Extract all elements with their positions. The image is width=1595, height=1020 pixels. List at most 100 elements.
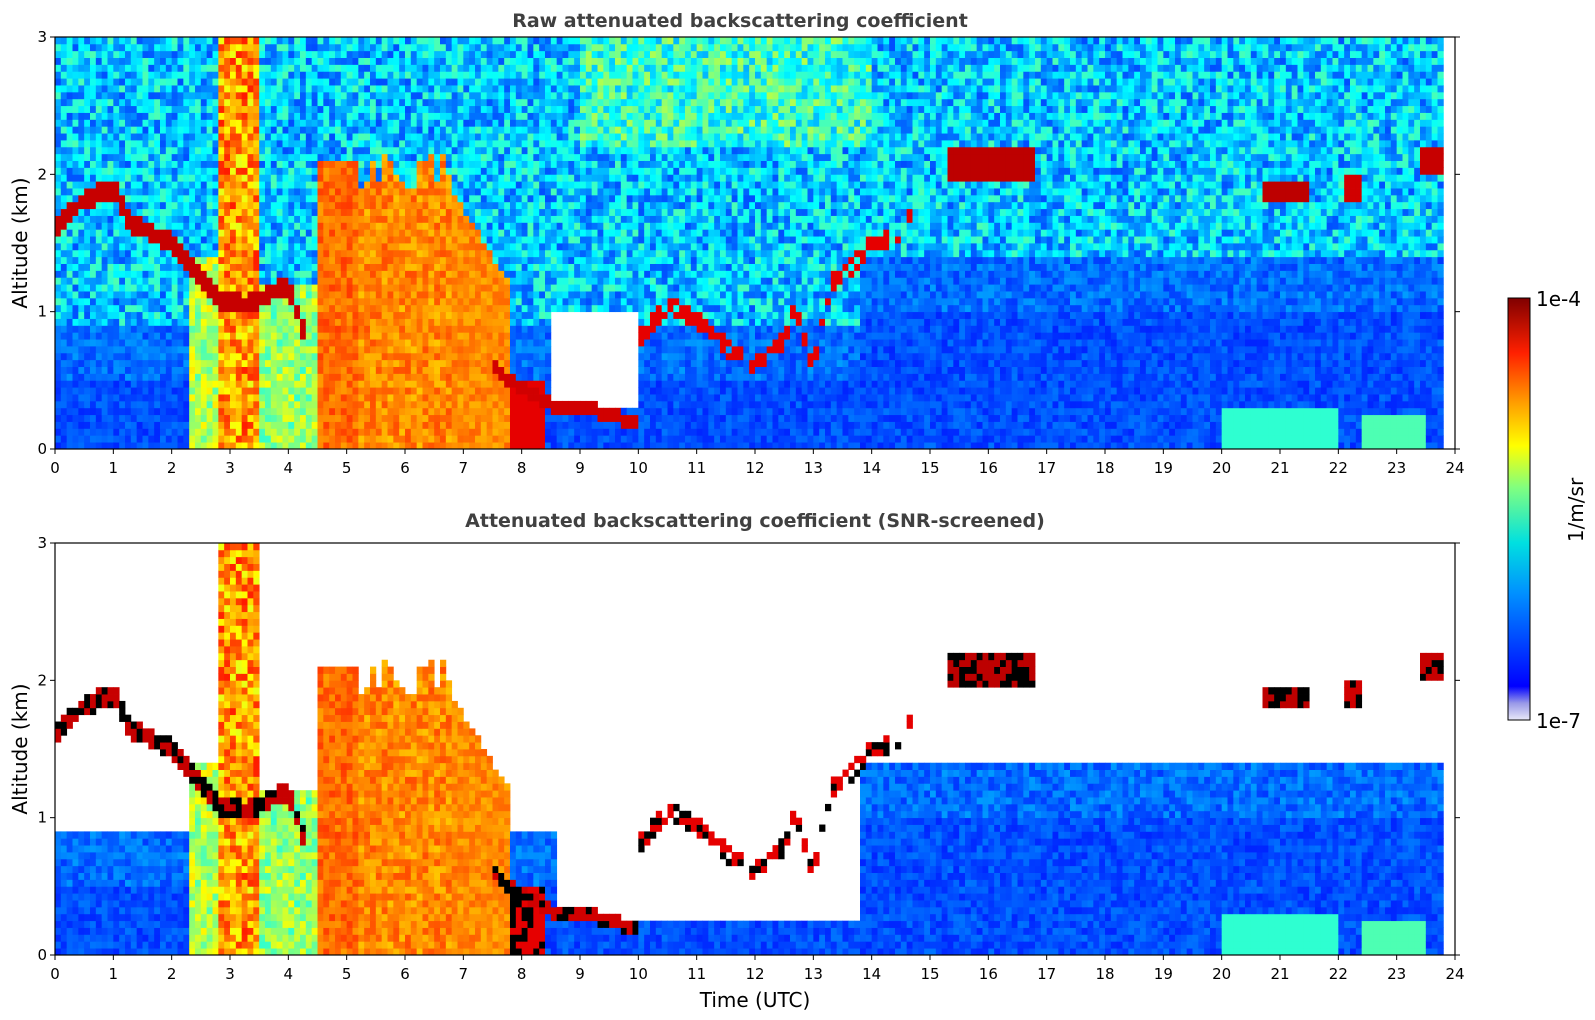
heatmap-cell [55, 215, 62, 223]
heatmap-cell [393, 332, 400, 340]
heatmap-cell [253, 421, 260, 429]
heatmap-cell [130, 174, 138, 182]
heatmap-cell [434, 387, 441, 395]
heatmap-cell [160, 194, 167, 203]
heatmap-cell [90, 359, 97, 367]
heatmap-cell [387, 105, 394, 113]
heatmap-cell [387, 160, 394, 168]
heatmap-cell [212, 428, 219, 436]
heatmap-cell [521, 359, 528, 367]
heatmap-cell [340, 270, 348, 278]
heatmap-cell [259, 174, 266, 182]
heatmap-cell [340, 400, 348, 409]
heatmap-cell [165, 98, 173, 107]
heatmap-cell [200, 394, 208, 402]
heatmap-cell [113, 85, 120, 93]
heatmap-cell [428, 105, 435, 113]
heatmap-cell [294, 78, 301, 86]
heatmap-cell [113, 37, 120, 45]
heatmap-cell [480, 133, 488, 141]
heatmap-cell [364, 284, 371, 292]
heatmap-cell [84, 37, 91, 45]
heatmap-cell [317, 105, 324, 113]
heatmap-cell [212, 50, 219, 58]
heatmap-cell [387, 229, 394, 237]
heatmap-cell [300, 346, 307, 354]
heatmap-cell [370, 43, 377, 52]
heatmap-cell [235, 140, 243, 148]
heatmap-cell [78, 201, 85, 210]
heatmap-cell [142, 181, 149, 189]
heatmap-cell [101, 249, 108, 258]
heatmap-cell [282, 167, 289, 175]
heatmap-cell [410, 311, 418, 319]
heatmap-cell [288, 297, 295, 306]
heatmap-cell [416, 153, 423, 161]
heatmap-cell [107, 222, 114, 230]
heatmap-cell [475, 339, 482, 347]
heatmap-cell [346, 442, 353, 450]
heatmap-cell [125, 428, 132, 436]
heatmap-cell [300, 167, 307, 175]
heatmap-cell [340, 126, 348, 134]
heatmap-cell [189, 414, 196, 422]
heatmap-cell [311, 153, 318, 161]
heatmap-cell [358, 346, 365, 354]
heatmap-cell [125, 208, 132, 216]
heatmap-cell [270, 208, 278, 216]
heatmap-cell [107, 304, 114, 313]
heatmap-cell [95, 346, 103, 354]
heatmap-cell [364, 119, 371, 127]
heatmap-cell [416, 50, 423, 58]
heatmap-cell [66, 263, 73, 271]
heatmap-cell [107, 153, 114, 161]
heatmap-cell [265, 146, 272, 155]
heatmap-cell [160, 339, 167, 347]
heatmap-cell [171, 263, 178, 271]
heatmap-cell [119, 153, 126, 161]
heatmap-cell [515, 236, 523, 244]
heatmap-cell [475, 201, 482, 210]
heatmap-cell [189, 256, 196, 264]
heatmap-cell [399, 71, 406, 79]
heatmap-cell [352, 352, 359, 361]
heatmap-cell [358, 359, 365, 367]
heatmap-cell [405, 373, 412, 381]
heatmap-cell [136, 270, 143, 278]
heatmap-cell [148, 297, 155, 306]
heatmap-cell [130, 435, 138, 443]
heatmap-cell [364, 421, 371, 429]
heatmap-cell [381, 414, 388, 422]
heatmap-cell [527, 325, 534, 333]
heatmap-cell [504, 85, 511, 93]
heatmap-cell [457, 421, 464, 429]
heatmap-cell [294, 249, 301, 258]
heatmap-cell [119, 188, 126, 196]
heatmap-cell [480, 421, 488, 429]
heatmap-cell [270, 277, 278, 285]
heatmap-cell [434, 167, 441, 175]
heatmap-cell [154, 297, 161, 306]
heatmap-cell [370, 78, 377, 86]
heatmap-cell [270, 435, 278, 443]
heatmap-cell [405, 277, 412, 285]
heatmap-cell [148, 318, 155, 326]
heatmap-cell [72, 291, 79, 299]
heatmap-cell [160, 297, 167, 306]
heatmap-cell [200, 119, 208, 127]
heatmap-cell [294, 284, 301, 292]
heatmap-cell [288, 249, 295, 258]
heatmap-cell [434, 435, 441, 443]
heatmap-cell [352, 332, 359, 340]
heatmap-cell [136, 91, 143, 100]
heatmap-cell [480, 153, 488, 161]
heatmap-cell [72, 359, 79, 367]
heatmap-cell [154, 421, 161, 429]
heatmap-cell [335, 91, 342, 100]
heatmap-cell [469, 414, 476, 422]
heatmap-cell [463, 243, 470, 251]
heatmap-cell [270, 236, 278, 244]
heatmap-cell [393, 126, 400, 134]
heatmap-cell [480, 346, 488, 354]
heatmap-cell [405, 78, 412, 86]
